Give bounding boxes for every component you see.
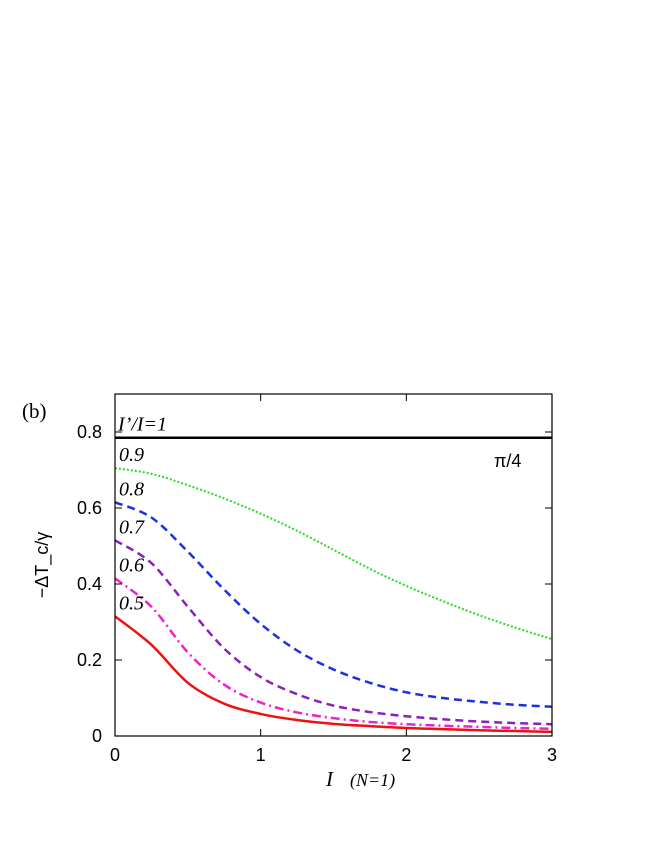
y-tick-label: 0.6 (77, 498, 102, 518)
ticks-layer: 0 1 2 3 0 0.2 0.4 0.6 0.8 (77, 394, 557, 765)
series-line-3 (114, 539, 553, 726)
series-line-1 (114, 467, 553, 641)
series-label-1: 0.9 (119, 444, 144, 466)
series-label-4: 0.6 (119, 554, 144, 576)
y-axis-label: −ΔT_c/γ (32, 532, 53, 599)
x-tick-label: 1 (256, 745, 266, 765)
series-line-5 (114, 615, 553, 734)
series-label-5: 0.5 (119, 592, 144, 614)
series-label-3: 0.7 (119, 516, 145, 538)
x-tick-label: 2 (401, 745, 411, 765)
plot-frame (114, 393, 553, 737)
y-tick-label: 0.2 (77, 650, 102, 670)
pi-over-4-annotation: π/4 (494, 451, 521, 471)
y-tick-label: 0.8 (77, 422, 102, 442)
labels-layer: I’/I=1 0.9 0.8 0.7 0.6 0.5 (117, 414, 167, 615)
series-label-2: 0.8 (119, 478, 144, 500)
x-axis-label: I (325, 767, 334, 791)
y-tick-label: 0.4 (77, 574, 102, 594)
series-line-2 (114, 501, 553, 708)
x-tick-label: 3 (547, 745, 557, 765)
series-line-4 (114, 577, 553, 731)
y-tick-label: 0 (92, 726, 102, 746)
series-layer (114, 436, 553, 734)
x-axis-sublabel: (N=1) (350, 770, 395, 791)
x-tick-label: 0 (110, 745, 120, 765)
panel-label: (b) (22, 399, 47, 423)
series-label-0: I’/I=1 (117, 414, 167, 436)
